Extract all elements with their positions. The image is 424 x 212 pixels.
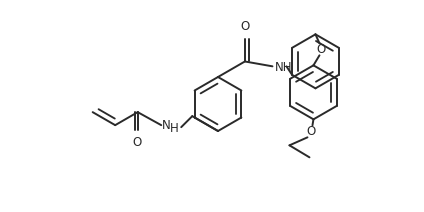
Text: H: H: [170, 122, 179, 135]
Text: NH: NH: [274, 61, 292, 74]
Text: N: N: [162, 119, 170, 132]
Text: O: O: [307, 125, 316, 138]
Text: O: O: [317, 43, 326, 56]
Text: O: O: [240, 21, 249, 33]
Text: O: O: [132, 136, 141, 149]
